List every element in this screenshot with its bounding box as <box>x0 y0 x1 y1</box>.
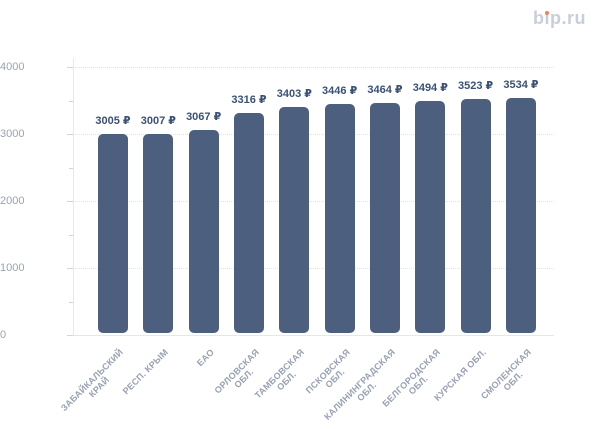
x-axis-line <box>73 335 554 336</box>
bar[interactable] <box>143 133 174 333</box>
bar-value-label: 3403 ₽ <box>276 87 312 100</box>
bar-value-label: 3494 ₽ <box>412 81 448 94</box>
bar-value-label: 3534 ₽ <box>503 79 539 92</box>
y-axis-major-tick <box>67 335 73 336</box>
bar-value-label: 3464 ₽ <box>367 83 403 96</box>
bar-value-label: 3446 ₽ <box>322 85 358 98</box>
y-axis-major-tick <box>67 67 73 68</box>
bar-value-label: 3523 ₽ <box>458 79 494 92</box>
bip-logo[interactable]: bı p.ru <box>532 8 586 28</box>
logo-orange-dot-icon <box>545 10 550 15</box>
x-axis-category-label: РЕСП. КРЫМ <box>121 347 171 397</box>
y-axis-line <box>73 58 74 335</box>
x-axis-category-label: ЕАО <box>194 347 216 369</box>
bar[interactable] <box>233 112 264 333</box>
y-axis-minor-tick <box>69 167 73 169</box>
y-axis-tick-label: 1000 <box>0 262 25 274</box>
bar-value-label: 3007 ₽ <box>140 114 176 127</box>
bar-value-label: 3316 ₽ <box>231 93 267 106</box>
bar-value-label: 3005 ₽ <box>95 114 131 127</box>
gridline <box>73 268 554 269</box>
bar[interactable] <box>188 129 219 333</box>
bar[interactable] <box>279 106 310 333</box>
y-axis-tick-label: 0 <box>0 329 7 341</box>
y-axis-major-tick <box>67 268 73 269</box>
y-axis-tick-label: 2000 <box>0 195 25 207</box>
y-axis-minor-tick <box>69 301 73 303</box>
bar-value-label: 3067 ₽ <box>186 110 222 123</box>
bar[interactable] <box>324 104 355 333</box>
bar[interactable] <box>369 102 400 333</box>
gridline <box>73 201 554 202</box>
logo-letter-i: ı <box>544 8 550 28</box>
bar[interactable] <box>415 100 446 333</box>
gridline <box>73 67 554 68</box>
y-axis-tick-label: 3000 <box>0 128 25 140</box>
gridline <box>73 134 554 135</box>
bar[interactable] <box>460 98 491 333</box>
y-axis-tick-label: 4000 <box>0 61 25 73</box>
x-axis-category-label: СМОЛЕНСКАЯ ОБЛ. <box>478 347 534 402</box>
bar[interactable] <box>505 98 536 333</box>
y-axis-minor-tick <box>69 234 73 236</box>
y-axis-minor-tick <box>69 100 73 102</box>
x-axis-category-label: ЗАБАЙКАЛЬСКИЙ КРАЙ <box>59 347 126 414</box>
y-axis-major-tick <box>67 201 73 202</box>
bar[interactable] <box>98 133 128 333</box>
y-axis-major-tick <box>67 134 73 135</box>
